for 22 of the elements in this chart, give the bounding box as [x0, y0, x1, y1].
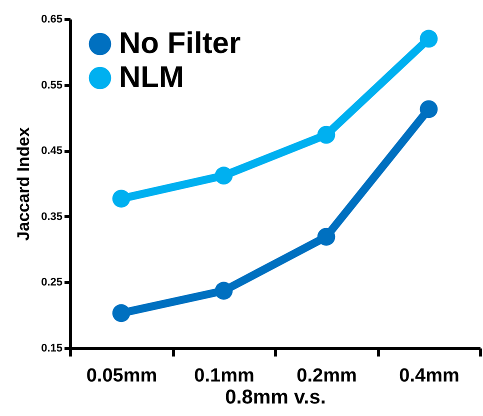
legend-label: No Filter [119, 27, 241, 60]
point [112, 190, 130, 208]
point [317, 228, 336, 246]
x-tick-label: 0.4mm [399, 366, 460, 386]
y-tick-label: 0.55 [41, 79, 62, 92]
y-tick-label: 0.25 [41, 276, 62, 289]
x-axis-title: 0.8mm v.s. [225, 386, 326, 408]
point [112, 304, 130, 322]
y-tick-label: 0.15 [41, 342, 62, 354]
point [317, 126, 336, 144]
x-tick-label: 0.2mm [296, 366, 357, 386]
y-tick-label: 0.45 [41, 145, 62, 158]
y-tick-label: 0.65 [41, 14, 62, 26]
point [214, 166, 233, 185]
x-tick-label: 0.1mm [194, 366, 254, 386]
point [420, 100, 438, 118]
point [214, 282, 233, 300]
legend-label: NLM [119, 61, 184, 94]
x-tick-label: 0.05mm [86, 366, 158, 386]
point [420, 30, 438, 48]
y-tick-label: 0.35 [41, 210, 62, 223]
y-axis-title: Jaccard Index [14, 126, 34, 241]
